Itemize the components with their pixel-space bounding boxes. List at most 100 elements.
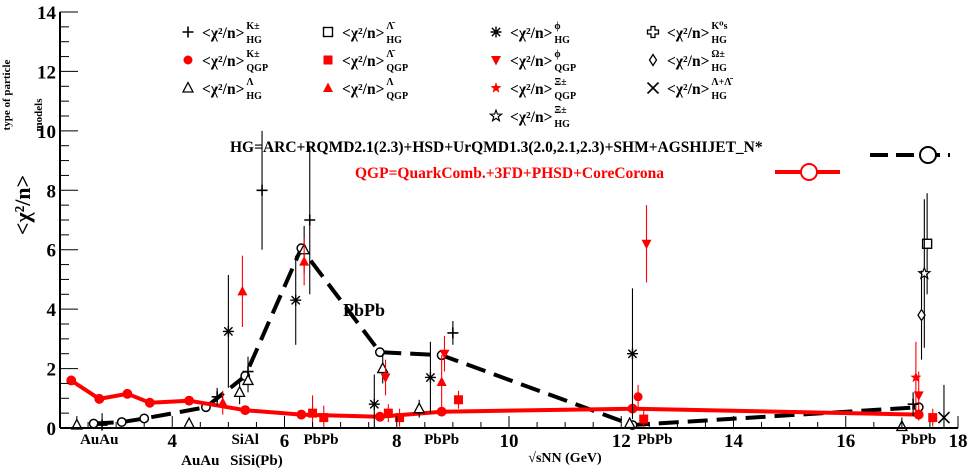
legend-entry: <χ²/n> Ξ± QGP xyxy=(490,77,576,102)
data-point xyxy=(304,214,316,226)
series-node xyxy=(184,395,195,406)
legend-label-sup: Λ xyxy=(386,77,394,88)
series-node xyxy=(144,397,155,408)
series-lines xyxy=(66,243,924,430)
data-point xyxy=(447,327,459,339)
legend-marker xyxy=(490,26,502,38)
data-point xyxy=(222,325,234,337)
data-point xyxy=(937,411,951,424)
legend-label-sup: K⁰s xyxy=(711,21,727,32)
legend-label-sup: Ξ± xyxy=(554,77,567,88)
legend-label-sub: QGP xyxy=(554,91,576,102)
legend-label: <χ²/n> xyxy=(510,109,552,126)
y-tick-label: 2 xyxy=(47,360,57,381)
data-point xyxy=(436,376,447,386)
legend-label-sub: HG xyxy=(711,35,727,46)
legend-marker xyxy=(491,56,501,66)
series-line-hg xyxy=(93,246,919,427)
legend-marker xyxy=(490,82,502,93)
data-point xyxy=(453,395,463,405)
legend-label-sup: Λ xyxy=(246,77,254,88)
data-point xyxy=(424,371,436,383)
y-tick-label: 10 xyxy=(37,122,56,143)
data-point xyxy=(217,397,228,407)
series-node xyxy=(240,405,251,416)
legend-marker xyxy=(183,55,193,65)
legend: <χ²/n> K±HG <χ²/n> Λ̄HG <χ²/n> ϕHG <χ²/n> K⁰sHG… xyxy=(181,21,733,130)
legend-label-sup: Λ̄ xyxy=(386,49,395,60)
legend-label: <χ²/n> xyxy=(202,25,244,42)
y-axis-label-superscript: type of particle xyxy=(1,59,13,130)
system-label: AuAu xyxy=(80,432,118,448)
x-tick-label: 4 xyxy=(168,431,178,452)
legend-label-sup: Λ+Λ̄ xyxy=(711,77,733,88)
qgp-legend-line-sample xyxy=(775,163,840,181)
data-point xyxy=(921,238,933,249)
y-tick-label: 14 xyxy=(37,3,57,24)
legend-label: <χ²/n> xyxy=(342,81,384,98)
data-point xyxy=(211,391,223,403)
data-point xyxy=(256,184,268,196)
legend-entry: <χ²/n> Λ̄ QGP xyxy=(323,49,408,74)
qgp-models-annotation: QGP=QuarkComb.+3FD+PHSD+CoreCorona xyxy=(355,165,664,182)
data-point xyxy=(928,413,938,423)
series-node xyxy=(122,388,133,399)
data-point xyxy=(368,398,380,410)
data-point xyxy=(290,294,302,306)
legend-label: <χ²/n> xyxy=(342,53,384,70)
legend-label-sup: Λ̄ xyxy=(386,21,395,32)
legend-entry: <χ²/n> Λ̄ HG xyxy=(322,21,402,46)
data-points xyxy=(70,130,951,432)
legend-label: <χ²/n> xyxy=(342,25,384,42)
legend-entry: <χ²/n> Λ HG xyxy=(181,77,262,102)
x-tick-label: 10 xyxy=(500,431,519,452)
legend-label-sub: QGP xyxy=(246,63,268,74)
legend-label-sub: HG xyxy=(711,63,727,74)
legend-label-sub: HG xyxy=(246,35,262,46)
series-node xyxy=(296,409,307,420)
legend-entry: <χ²/n> ϕ QGP xyxy=(491,49,576,74)
legend-entry: <χ²/n> Λ+Λ̄ HG xyxy=(646,77,733,102)
system-label: PbPb xyxy=(303,432,338,448)
data-point xyxy=(380,373,391,383)
data-point xyxy=(319,413,329,423)
series-node xyxy=(66,375,77,386)
legend-marker xyxy=(322,26,334,38)
legend-marker xyxy=(323,55,333,65)
data-point xyxy=(626,348,638,360)
legend-label: <χ²/n> xyxy=(510,25,552,42)
data-point xyxy=(70,418,83,430)
y-axis-label: <χ²/n> xyxy=(10,175,35,235)
axes xyxy=(59,11,959,429)
y-tick-label: 6 xyxy=(47,241,57,262)
legend-entry: <χ²/n> Λ QGP xyxy=(323,77,408,102)
y-tick-label: 0 xyxy=(47,419,57,440)
legend-label-sup: ϕ xyxy=(554,49,560,60)
data-point xyxy=(907,398,919,410)
system-label: PbPb xyxy=(424,432,459,448)
y-tick-label: 8 xyxy=(47,181,57,202)
legend-entry: <χ²/n> Ξ± HG xyxy=(488,105,570,130)
legend-label-sup: Ξ± xyxy=(554,105,567,116)
legend-label-sub: HG xyxy=(386,35,402,46)
legend-label-sub: HG xyxy=(554,35,570,46)
legend-marker xyxy=(488,108,504,123)
system-label: PbPb xyxy=(901,432,936,448)
data-point xyxy=(639,414,649,424)
legend-label-sup: K± xyxy=(246,21,260,32)
system-label: PbPb xyxy=(637,432,672,448)
series-node xyxy=(139,413,150,424)
y-tick-label: 4 xyxy=(47,300,57,321)
legend-label: <χ²/n> xyxy=(667,25,709,42)
y-axis-title: <χ²/n> type of particle models xyxy=(1,59,45,235)
x-tick-label: 14 xyxy=(724,431,744,452)
y-axis-label-subscript: models xyxy=(33,98,45,132)
legend-label-sub: QGP xyxy=(386,91,408,102)
data-point xyxy=(299,256,310,266)
data-point xyxy=(413,401,426,414)
legend-label: <χ²/n> xyxy=(202,81,244,98)
data-point xyxy=(237,285,248,296)
legend-marker xyxy=(323,82,333,92)
legend-label-sub: QGP xyxy=(554,63,576,74)
